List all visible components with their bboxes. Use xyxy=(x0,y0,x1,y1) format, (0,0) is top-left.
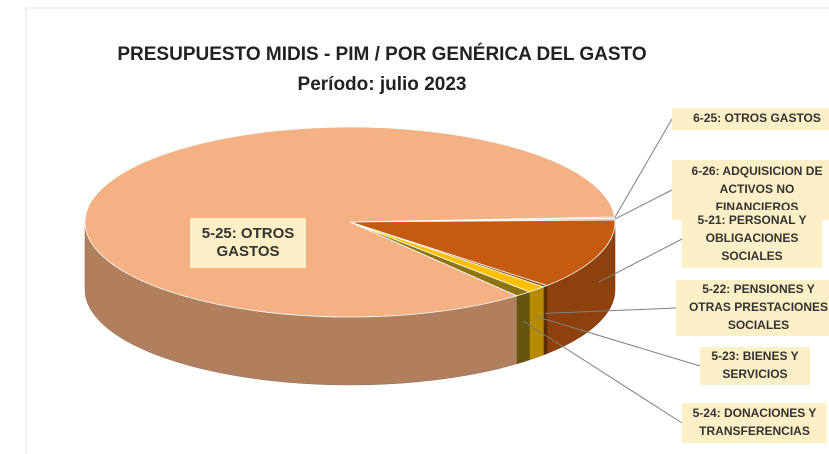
label-box xyxy=(190,218,306,268)
leader-line xyxy=(614,118,673,218)
data-label: OTRAS PRESTACIONES xyxy=(689,300,828,314)
slice xyxy=(84,126,616,318)
label-box xyxy=(682,210,822,268)
leader-line xyxy=(545,307,677,314)
chart-subtitle: Período: julio 2023 xyxy=(298,74,467,95)
data-label: 6-25: OTROS GASTOS xyxy=(693,111,821,125)
data-label: SOCIALES xyxy=(721,249,782,263)
label-box xyxy=(676,280,829,336)
label-box xyxy=(682,403,827,443)
leader-line xyxy=(536,316,701,367)
slice-side xyxy=(516,291,530,365)
data-label: 5-21: PERSONAL Y xyxy=(698,213,807,227)
data-label: TRANSFERENCIAS xyxy=(699,424,810,438)
data-label: 5-23: BIENES Y xyxy=(711,349,798,363)
data-label: 6-26: ADQUISICION DE xyxy=(692,164,823,178)
data-label: ACTIVOS NO xyxy=(720,182,795,196)
slice xyxy=(349,219,616,286)
leader-line xyxy=(522,320,683,424)
data-label: SERVICIOS xyxy=(722,367,787,381)
leader-line xyxy=(598,238,683,283)
chart-title: PRESUPUESTO MIDIS - PIM / POR GENÉRICA D… xyxy=(117,43,646,65)
slice-side xyxy=(529,286,544,361)
data-label: GASTOS xyxy=(216,243,279,260)
label-box xyxy=(700,347,810,385)
data-label: SOCIALES xyxy=(728,318,789,332)
data-label: OBLIGACIONES xyxy=(706,231,799,245)
data-label: 5-22: PENSIONES Y xyxy=(702,282,815,296)
data-label: 5-25: OTROS xyxy=(202,225,295,242)
leader-line xyxy=(614,189,673,220)
label-box xyxy=(672,108,829,130)
data-label: 5-24: DONACIONES Y xyxy=(693,406,817,420)
slice-side xyxy=(543,285,548,356)
